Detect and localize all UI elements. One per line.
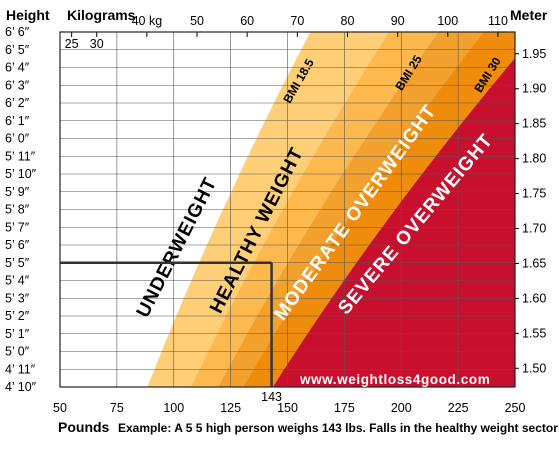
kg-tick-label: 80 [341,14,355,28]
kilograms-axis-title: Kilograms [67,7,136,23]
height-tick-label: 5’ 5″ [5,256,30,270]
kg-tick-label: 110 [488,14,508,28]
height-tick-label: 5’ 11″ [5,149,36,163]
meter-tick-label: 1.65 [522,256,546,270]
meter-tick-label: 1.80 [522,152,546,166]
height-tick-label: 5’ 9″ [5,185,30,199]
plot-border [59,31,516,388]
pounds-tick-label: 225 [448,401,469,415]
tick-labels: 4’ 10″ 4’ 11″ 5’ 0″ 5’ 1″ 5’ 2″ 5’ 3″ 5’ 4″ 5’ … [5,14,546,415]
kg-tick-label: 40 kg [132,14,163,28]
height-tick-label: 6’ 0″ [5,132,30,146]
kg-tick-label: 70 [290,14,304,28]
height-tick-label: 6’ 3″ [5,78,30,92]
kg-tick-label: 60 [240,14,254,28]
meter-tick-label: 1.95 [522,47,546,61]
meter-tick-label: 1.55 [522,326,546,340]
kg-tick-label: 30 [90,37,104,51]
height-tick-label: 5’ 4″ [5,274,30,288]
pounds-tick-label: 175 [334,401,355,415]
height-axis-title: Height [6,7,50,23]
pounds-tick-label: 100 [163,401,184,415]
kg-tick-label: 25 [65,37,79,51]
meter-tick-label: 1.90 [522,82,546,96]
height-tick-label: 5’ 8″ [5,203,30,217]
example-marker: 143 [60,261,282,404]
example-weight-label: 143 [261,390,282,404]
meter-tick-label: 1.70 [522,222,546,236]
height-tick-label: 5’ 7″ [5,220,30,234]
height-tick-label: 5’ 0″ [5,345,30,359]
height-tick-label: 4’ 11″ [5,362,36,376]
height-tick-label: 6’ 6″ [5,25,30,39]
pounds-tick-label: 75 [110,401,124,415]
pounds-tick-label: 50 [53,401,67,415]
height-tick-label: 4’ 10″ [5,380,37,394]
pounds-tick-label: 125 [220,401,241,415]
height-tick-label: 6’ 1″ [5,114,30,128]
meter-tick-label: 1.50 [522,361,546,375]
meter-axis-title: Meter [510,7,548,23]
height-tick-label: 5’ 6″ [5,238,30,252]
website-label: www.weightloss4good.com [299,372,490,387]
meter-tick-label: 1.60 [522,291,546,305]
height-tick-label: 5’ 3″ [5,291,30,305]
meter-tick-label: 1.85 [522,117,546,131]
height-tick-label: 5’ 2″ [5,309,30,323]
pounds-tick-label: 200 [391,401,412,415]
footnote: Example: A 5 5 high person weighs 143 lb… [118,421,558,435]
pounds-tick-label: 150 [277,401,298,415]
height-tick-label: 5’ 10″ [5,167,37,181]
pounds-axis-title: Pounds [58,419,110,435]
height-tick-label: 5’ 1″ [5,327,30,341]
height-tick-label: 6’ 4″ [5,61,30,75]
height-tick-label: 6’ 2″ [5,96,30,110]
pounds-tick-label: 250 [505,401,526,415]
plot-frame [59,31,516,388]
kg-tick-label: 50 [190,14,204,28]
kg-tick-label: 100 [437,14,458,28]
kg-tick-label: 90 [391,14,405,28]
meter-tick-label: 1.75 [522,187,546,201]
height-tick-label: 6’ 5″ [5,43,30,57]
